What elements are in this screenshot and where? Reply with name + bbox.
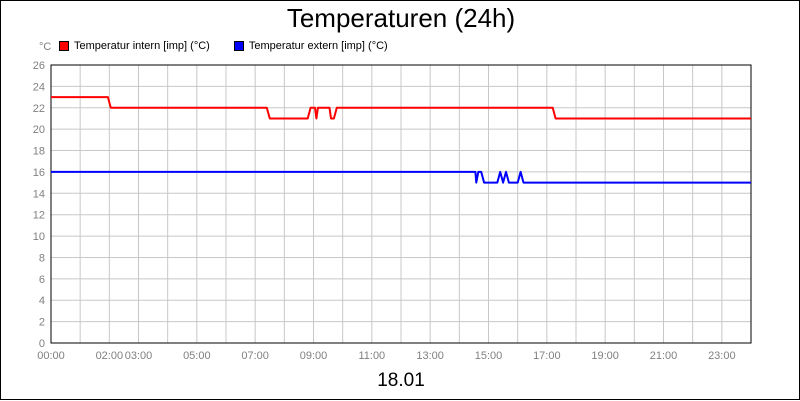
x-tick-label: 15:00 — [475, 350, 503, 362]
y-axis-unit: °C — [39, 41, 52, 53]
legend-label-intern: Temperatur intern [imp] (°C) — [74, 40, 210, 52]
y-tick-label: 16 — [33, 167, 45, 179]
x-tick-label: 17:00 — [533, 350, 561, 362]
date-label: 18.01 — [377, 370, 425, 391]
y-tick-label: 10 — [33, 231, 45, 243]
x-tick-label: 13:00 — [416, 350, 444, 362]
y-tick-label: 14 — [33, 188, 45, 200]
plot-border — [50, 64, 752, 344]
y-tick-label: 0 — [39, 338, 45, 350]
legend-label-extern: Temperatur extern [imp] (°C) — [248, 40, 388, 52]
y-tick-label: 24 — [33, 81, 45, 93]
x-tick-label: 21:00 — [650, 350, 678, 362]
y-tick-label: 4 — [39, 295, 45, 307]
y-tick-label: 18 — [33, 146, 45, 158]
x-tick-label: 02:00 — [96, 350, 124, 362]
x-tick-label: 07:00 — [241, 350, 269, 362]
legend-entry-intern: Temperatur intern [imp] (°C) — [59, 40, 210, 52]
x-tick-label: 09:00 — [300, 350, 328, 362]
y-tick-label: 22 — [33, 103, 45, 115]
chart-title: Temperaturen (24h) — [286, 3, 516, 33]
y-tick-label: 20 — [33, 124, 45, 136]
y-tick-label: 26 — [33, 60, 45, 72]
x-tick-label: 19:00 — [591, 350, 619, 362]
x-tick-label: 23:00 — [708, 350, 736, 362]
series-line-intern — [51, 96, 751, 120]
y-tick-label: 2 — [39, 317, 45, 329]
y-tick-label: 12 — [33, 210, 45, 222]
y-tick-label: 8 — [39, 252, 45, 264]
x-tick-label: 00:00 — [37, 350, 65, 362]
x-tick-label: 11:00 — [358, 350, 385, 362]
x-tick-label: 03:00 — [125, 350, 153, 362]
legend: Temperatur intern [imp] (°C) Temperatur … — [59, 40, 388, 52]
series-line-extern — [51, 170, 751, 184]
legend-entry-extern: Temperatur extern [imp] (°C) — [233, 40, 388, 52]
legend-swatch-extern — [233, 41, 244, 51]
y-tick-label: 6 — [39, 274, 45, 286]
legend-swatch-intern — [59, 41, 69, 51]
x-tick-label: 05:00 — [183, 350, 211, 362]
